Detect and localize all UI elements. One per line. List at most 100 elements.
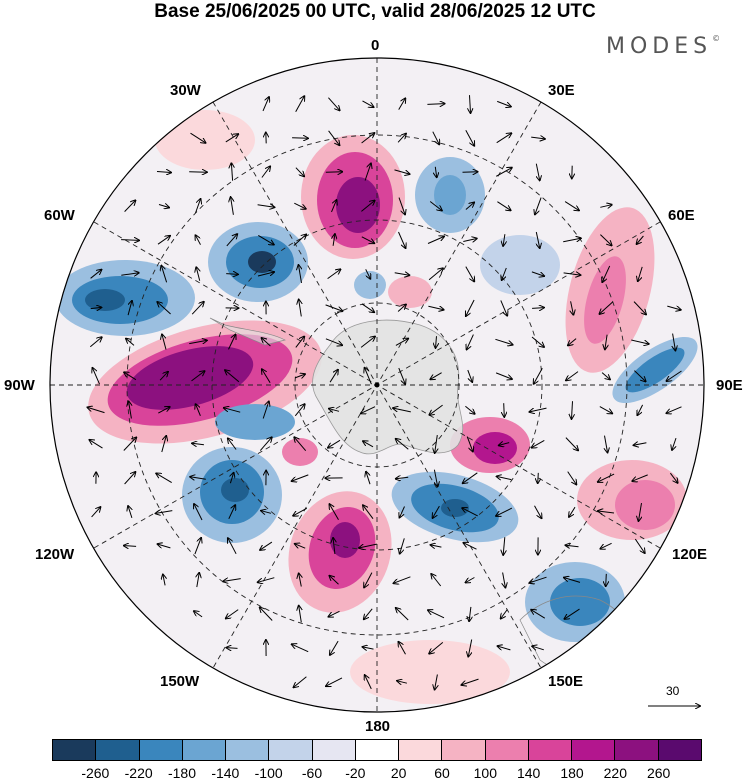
colorbar-swatch (442, 740, 486, 760)
wind-arrow (433, 505, 440, 518)
wind-arrow (261, 511, 272, 514)
wind-arrow (331, 200, 337, 213)
wind-arrow (121, 273, 138, 276)
wind-arrow (191, 302, 204, 315)
wind-arrow (364, 164, 371, 181)
wind-arrow (194, 611, 203, 618)
wind-arrow (325, 172, 342, 173)
colorbar-tick-label: -220 (124, 765, 153, 781)
colorbar-swatch (658, 740, 701, 760)
wind-arrow (435, 435, 438, 453)
wind-arrow (571, 301, 574, 314)
wind-arrow (363, 441, 374, 448)
wind-arrow (295, 544, 306, 549)
wind-arrow (496, 133, 512, 144)
wind-arrow (259, 437, 271, 451)
wind-arrow (605, 334, 607, 350)
wind-arrow (436, 336, 437, 348)
colorbar-swatch (572, 740, 616, 760)
wind-arrow (333, 538, 335, 555)
wind-arrow (258, 577, 275, 583)
wind-arrow (228, 335, 236, 350)
wind-arrow (364, 572, 373, 588)
reference-vector-arrow (648, 682, 710, 716)
wind-arrow (534, 367, 543, 384)
wind-arrow (192, 443, 204, 444)
wind-arrow (638, 266, 643, 281)
wind-arrow (127, 301, 132, 316)
wind-arrow (194, 538, 201, 555)
wind-arrow (428, 268, 443, 281)
wind-arrow (568, 338, 577, 346)
colorbar-swatch (182, 740, 227, 760)
colorbar-tick-label: -260 (81, 765, 110, 781)
wind-arrow (161, 266, 168, 283)
wind-arrow (497, 201, 510, 211)
wind-arrow (534, 505, 542, 518)
wind-arrow (397, 134, 406, 143)
wind-arrow (231, 163, 232, 181)
wind-arrow (363, 505, 374, 519)
colorbar (52, 739, 702, 761)
colorbar-swatch (53, 740, 97, 760)
colorbar-tick-label: -100 (254, 765, 283, 781)
wind-arrow (673, 333, 676, 351)
wind-arrow (495, 372, 512, 379)
wind-arrow (190, 132, 206, 143)
wind-arrow (90, 307, 102, 308)
wind-arrow (502, 267, 507, 280)
wind-arrow (532, 439, 545, 447)
wind-arrow (467, 369, 472, 382)
colorbar-swatch (139, 740, 183, 760)
wind-arrow (397, 681, 408, 683)
wind-arrow (670, 472, 677, 483)
wind-arrow (161, 436, 166, 453)
wind-arrow (497, 100, 511, 106)
wind-arrow (499, 443, 510, 446)
wind-arrow (394, 169, 410, 174)
wind-arrow (330, 504, 339, 521)
wind-arrow (257, 205, 275, 208)
wind-arrow (223, 579, 241, 582)
wind-arrow (195, 199, 201, 214)
wind-arrow (156, 511, 173, 514)
wind-arrow (429, 404, 443, 415)
wind-arrow (631, 339, 648, 344)
wind-arrow (361, 133, 375, 144)
wind-arrow (128, 506, 132, 519)
wind-arrow (124, 200, 136, 212)
wind-arrow (598, 511, 615, 513)
wind-arrow (327, 269, 341, 280)
wind-arrow (393, 408, 411, 413)
wind-arrow (224, 408, 241, 413)
wind-arrow (503, 572, 506, 588)
wind-arrow (466, 436, 473, 452)
wind-arrow (435, 166, 436, 177)
wind-arrow (535, 197, 542, 215)
lon-label-150e: 150E (548, 673, 584, 690)
wind-arrow (123, 438, 136, 451)
wind-arrow (295, 167, 304, 177)
wind-arrow (394, 273, 410, 275)
antarctica (312, 319, 464, 455)
wind-arrow (427, 104, 444, 105)
wind-arrow (637, 235, 644, 244)
wind-arrow (194, 504, 203, 521)
wind-arrow (466, 299, 475, 316)
wind-arrow (262, 338, 271, 347)
south-pole-marker (374, 382, 380, 388)
wind-arrow (503, 537, 505, 555)
wind-arrow (189, 340, 207, 343)
wind-arrow (328, 97, 339, 111)
wind-arrow (632, 474, 648, 481)
lon-label-120w: 120W (35, 546, 75, 563)
wind-arrow (326, 677, 343, 686)
wind-arrow (156, 172, 171, 173)
wind-arrow (158, 205, 169, 208)
wind-arrow (498, 646, 511, 650)
wind-arrow (463, 239, 476, 242)
lon-label-30e: 30E (548, 82, 575, 99)
wind-arrow (126, 339, 135, 346)
wind-arrow (299, 574, 302, 587)
